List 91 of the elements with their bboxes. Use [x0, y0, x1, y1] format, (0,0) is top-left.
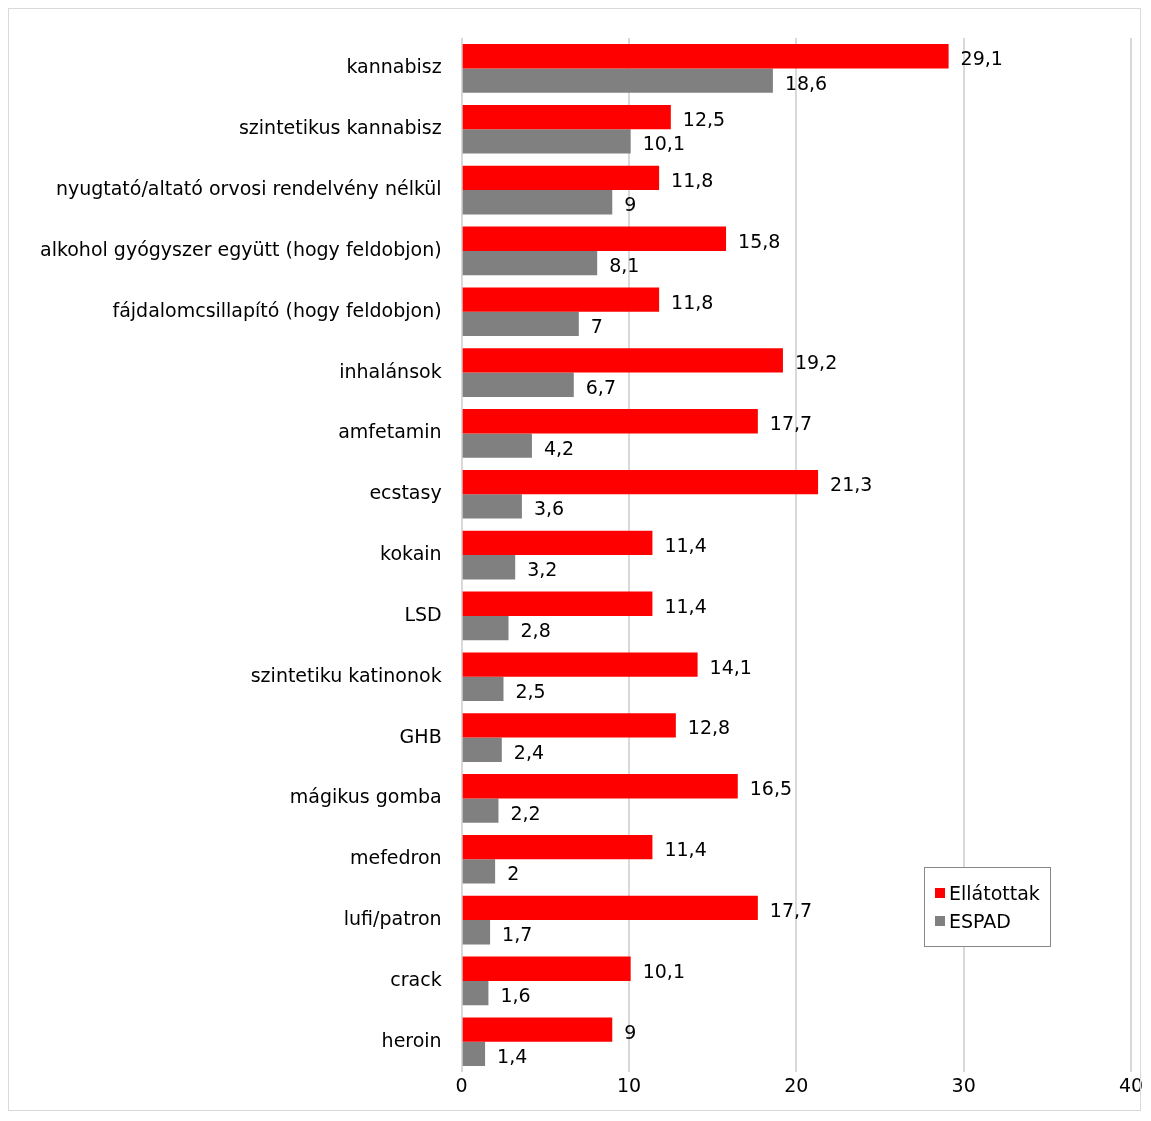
data-label: 11,8	[671, 168, 714, 191]
y-tick-label: alkohol gyógyszer együtt (hogy feldobjon)	[39, 237, 442, 260]
data-label: 3,2	[527, 558, 558, 581]
data-label: 8,1	[609, 254, 640, 277]
x-tick-label: 0	[455, 1073, 468, 1096]
y-tick-label: kannabisz	[346, 55, 442, 78]
data-label: 18,6	[784, 71, 828, 94]
bar	[462, 287, 660, 312]
data-label: 2,2	[510, 801, 541, 824]
bar	[462, 348, 783, 373]
data-label: 2	[507, 862, 520, 885]
bar	[462, 895, 758, 921]
bar	[462, 129, 631, 154]
data-label: 29,1	[960, 47, 1003, 70]
bar	[462, 190, 613, 215]
bar	[462, 1041, 486, 1067]
bar	[462, 798, 499, 823]
data-label: 11,4	[664, 594, 707, 617]
y-tick-label: szintetikus kannabisz	[238, 116, 442, 139]
data-label: 2,4	[513, 740, 545, 763]
bar	[462, 956, 631, 981]
bar	[462, 44, 949, 69]
data-label: 6,7	[585, 375, 616, 398]
data-label: 11,4	[664, 533, 707, 556]
bar	[462, 713, 676, 738]
bar	[462, 1017, 613, 1042]
data-label: 1,4	[497, 1044, 528, 1067]
data-label: 9	[624, 193, 637, 216]
data-label: 1,7	[502, 923, 533, 946]
y-tick-label: mágikus gomba	[289, 785, 442, 808]
y-tick-label: szintetiku katinonok	[250, 663, 442, 686]
data-label: 21,3	[830, 473, 873, 496]
data-label: 17,7	[769, 898, 813, 921]
bar	[462, 433, 532, 458]
data-label: 2,5	[515, 679, 546, 702]
data-label: 3,6	[533, 497, 565, 520]
data-label: 11,8	[671, 290, 714, 313]
data-label: 10,1	[642, 132, 685, 155]
data-label: 9	[624, 1020, 637, 1043]
y-tick-label: nyugtató/altató orvosi rendelvény nélkül	[55, 177, 442, 200]
bar	[462, 652, 698, 677]
bar	[462, 226, 727, 251]
legend-label: Ellátottak	[949, 882, 1040, 905]
y-tick-label: fájdalomcsillapító (hogy feldobjon)	[112, 298, 442, 321]
bar	[462, 737, 502, 762]
data-label: 7	[590, 314, 603, 337]
data-label: 11,4	[664, 838, 707, 861]
data-label: 19,2	[794, 351, 838, 374]
y-tick-label: heroin	[381, 1028, 442, 1051]
bar	[462, 165, 660, 191]
y-tick-label: amfetamin	[338, 420, 442, 443]
bar	[462, 834, 653, 860]
bar	[462, 494, 522, 519]
data-label: 10,1	[642, 959, 685, 982]
y-tick-label: ecstasy	[369, 481, 442, 504]
bar	[462, 920, 491, 945]
bar	[462, 409, 758, 434]
y-tick-label: mefedron	[349, 846, 442, 869]
data-label: 14,1	[709, 655, 752, 678]
data-label: 1,6	[500, 984, 531, 1007]
bar	[462, 104, 671, 130]
bar	[462, 980, 489, 1006]
data-label: 2,8	[520, 619, 551, 642]
data-label: 15,8	[738, 229, 781, 252]
y-tick-label: lufi/patron	[343, 907, 442, 930]
bar	[462, 68, 773, 93]
y-tick-label: GHB	[399, 724, 442, 747]
data-label: 4,2	[543, 436, 575, 459]
y-tick-label: crack	[390, 967, 442, 990]
bar	[462, 555, 516, 580]
bar	[462, 859, 496, 884]
x-tick-label: 20	[784, 1073, 809, 1096]
y-tick-label: inhalánsok	[339, 359, 442, 382]
x-tick-label: 10	[616, 1073, 642, 1096]
bar	[462, 530, 653, 556]
data-label: 12,8	[687, 716, 731, 739]
y-tick-label: LSD	[404, 602, 442, 625]
x-tick-label: 30	[951, 1073, 976, 1096]
data-label: 16,5	[749, 777, 793, 800]
bar	[462, 250, 598, 276]
legend-label: ESPAD	[949, 910, 1011, 933]
data-label: 12,5	[682, 108, 726, 131]
bar	[462, 469, 819, 495]
bar	[462, 311, 579, 337]
bar	[462, 676, 504, 702]
bar	[462, 615, 509, 641]
data-label: 17,7	[769, 412, 813, 435]
bar	[462, 774, 738, 799]
bar	[462, 372, 574, 397]
y-tick-label: kokain	[380, 542, 442, 565]
bar	[462, 591, 653, 616]
